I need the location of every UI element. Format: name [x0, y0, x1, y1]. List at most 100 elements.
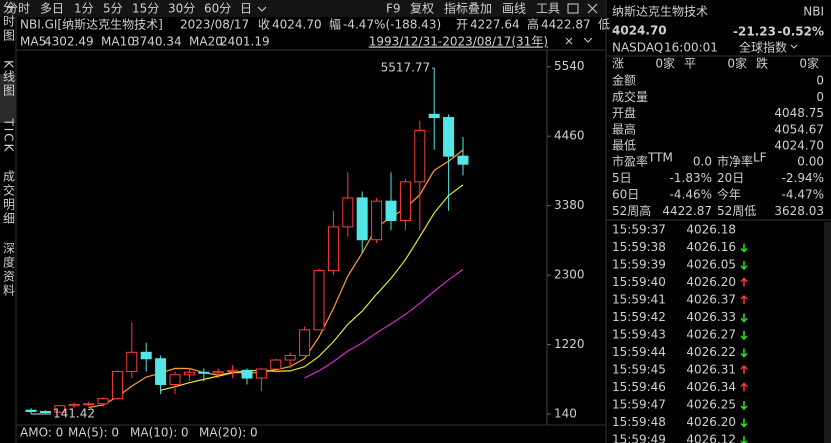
tick-time: 15:59:45: [612, 363, 666, 377]
candle-body: [68, 403, 80, 407]
toolbar-button[interactable]: 画线: [502, 2, 526, 16]
toolbar-button[interactable]: 多日: [40, 2, 64, 16]
panel-category: 全球指数: [739, 40, 787, 55]
ma-legend-name: MA20: [189, 35, 223, 49]
pair-value: -4.47%: [782, 188, 824, 202]
tick-price: 4026.22: [686, 345, 736, 359]
toolbar-button[interactable]: 15分: [132, 2, 159, 16]
y-tick-label: 4460: [554, 129, 585, 143]
ma-legend-value: 4302.49: [44, 35, 94, 49]
stat-label: 金额: [612, 73, 636, 88]
quote-high: 4422.87: [541, 18, 591, 32]
y-tick-label: 3380: [554, 198, 585, 212]
candle-body: [83, 403, 95, 406]
scrollbar[interactable]: [824, 222, 831, 443]
y-tick-label: 140: [554, 407, 577, 421]
quote-symbol: NBI.GI[纳斯达克生物技术]: [20, 18, 163, 32]
low-annotation: 141.42: [53, 406, 95, 420]
minimize-icon[interactable]: [567, 3, 579, 14]
y-tick-label: 5540: [554, 59, 585, 73]
pair-label: 今年: [717, 187, 741, 202]
pair-value: -1.83%: [670, 171, 712, 185]
toolbar-button[interactable]: 1分: [74, 2, 94, 16]
candle-body: [313, 270, 325, 331]
side-tab[interactable]: 分时图: [2, 1, 16, 43]
candle-body: [443, 117, 455, 157]
tick-price: 4026.37: [686, 293, 736, 307]
side-tab[interactable]: K线图: [2, 60, 16, 98]
tick-time: 15:59:48: [612, 415, 666, 429]
toolbar-button[interactable]: 复权: [410, 2, 434, 16]
side-tab[interactable]: 深度资料: [2, 242, 16, 298]
tick-time: 15:59:40: [612, 275, 666, 289]
side-tab[interactable]: TICK: [2, 117, 16, 153]
candle-body: [428, 113, 440, 119]
dropdown-icon[interactable]: [257, 6, 267, 12]
volume-legend: MA(20): 0: [199, 426, 258, 440]
candle-body: [169, 374, 181, 385]
candle-body: [371, 200, 383, 241]
breadth-label: 平: [684, 57, 696, 71]
tick-arrow-down: [740, 331, 748, 341]
pair-value: 0.00: [797, 155, 824, 169]
panel-exchange: NASDAQ: [612, 41, 663, 55]
side-tab-active: [0, 74, 16, 123]
close-icon[interactable]: [587, 3, 598, 14]
y-tick-label: 1220: [554, 337, 585, 351]
candle-body: [155, 358, 167, 385]
pair-label: 5日: [612, 171, 632, 185]
side-tab[interactable]: 成交明细: [2, 170, 16, 226]
expand-icon[interactable]: [583, 37, 593, 43]
candle-body: [399, 181, 411, 221]
candle-body: [284, 355, 296, 361]
candle-body: [327, 226, 339, 272]
quote-low-label: 低: [598, 18, 610, 32]
panel-change-pct: -0.52%: [777, 25, 824, 39]
quote-change: -4.47%(-188.43): [343, 18, 441, 32]
tick-arrow-down: [740, 348, 748, 358]
candle-body: [140, 351, 152, 360]
breadth-value: 0家: [655, 56, 675, 71]
ma-legend-value: 2401.19: [220, 35, 270, 49]
candle-body: [255, 368, 267, 379]
panel-change: -21.23: [733, 25, 776, 39]
pair-label-sup: TTM: [647, 151, 673, 165]
category-icon[interactable]: [790, 44, 798, 49]
candle-body: [212, 371, 224, 374]
high-annotation: 5517.77: [381, 61, 431, 75]
candle-body: [414, 129, 426, 183]
panel-time: 16:00:01: [664, 41, 718, 55]
stat-label: 开盘: [612, 105, 636, 120]
tick-time: 15:59:47: [612, 398, 666, 412]
tick-arrow-down: [740, 261, 748, 271]
stat-value: 4024.70: [774, 139, 824, 153]
tick-arrow-down: [740, 418, 748, 428]
toolbar-button[interactable]: 分时: [6, 2, 30, 16]
toolbar-button[interactable]: 60分: [204, 2, 231, 16]
candle-body: [457, 155, 469, 165]
ma-line: [304, 268, 464, 379]
pair-label-sup: LF: [753, 151, 767, 165]
pair-value: 3628.03: [774, 204, 824, 218]
quote-date: 2023/08/17: [180, 18, 249, 32]
toolbar-button[interactable]: 30分: [168, 2, 195, 16]
candle-body: [198, 371, 210, 374]
tick-time: 15:59:46: [612, 380, 666, 394]
toolbar-button[interactable]: 日: [240, 2, 252, 16]
tick-time: 15:59:38: [612, 240, 666, 254]
pair-label: 市净率: [717, 154, 753, 169]
tick-time: 15:59:37: [612, 223, 666, 237]
tick-arrow-up: [740, 277, 748, 287]
toolbar-button[interactable]: 5分: [103, 2, 123, 16]
tick-time: 15:59:41: [612, 293, 666, 307]
volume-legend: MA(10): 0: [130, 426, 189, 440]
candle-body: [342, 197, 354, 228]
toolbar-button[interactable]: F9: [386, 2, 401, 16]
y-tick-label: 2300: [554, 268, 585, 282]
settings-icon[interactable]: [565, 37, 573, 45]
pair-label: 52周低: [717, 204, 756, 218]
stat-value: 4054.67: [774, 122, 824, 136]
toolbar-button[interactable]: 指标叠加: [444, 1, 492, 16]
toolbar-button[interactable]: 工具: [536, 2, 560, 16]
